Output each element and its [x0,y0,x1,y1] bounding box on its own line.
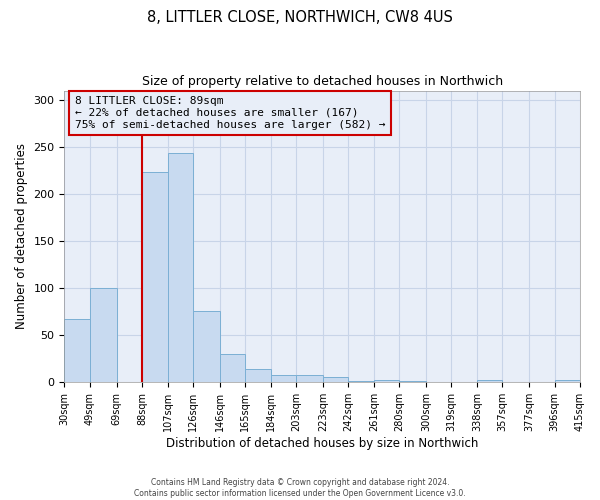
Bar [271,375,296,382]
Bar [296,375,323,382]
Bar [142,172,167,382]
X-axis label: Distribution of detached houses by size in Northwich: Distribution of detached houses by size … [166,437,478,450]
Text: Contains HM Land Registry data © Crown copyright and database right 2024.
Contai: Contains HM Land Registry data © Crown c… [134,478,466,498]
Bar [374,380,399,382]
Title: Size of property relative to detached houses in Northwich: Size of property relative to detached ho… [142,75,503,88]
Bar [245,369,271,382]
Bar [477,380,502,382]
Bar [220,354,245,382]
Text: 8, LITTLER CLOSE, NORTHWICH, CW8 4US: 8, LITTLER CLOSE, NORTHWICH, CW8 4US [147,10,453,25]
Text: 8 LITTLER CLOSE: 89sqm
← 22% of detached houses are smaller (167)
75% of semi-de: 8 LITTLER CLOSE: 89sqm ← 22% of detached… [75,96,385,130]
Bar [64,320,90,382]
Bar [90,288,116,382]
Bar [167,152,193,382]
Bar [554,380,580,382]
Y-axis label: Number of detached properties: Number of detached properties [15,144,28,330]
Bar [193,311,220,382]
Bar [323,376,349,382]
